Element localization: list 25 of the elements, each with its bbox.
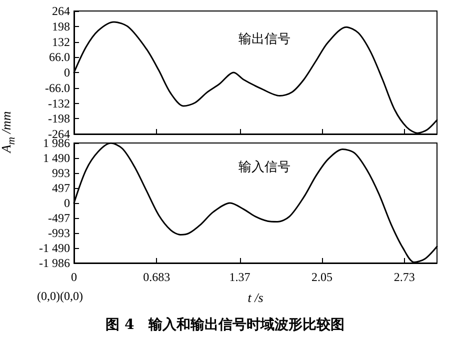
y-tick-label: -1 490: [39, 241, 70, 256]
y-tick-label: -1 986: [39, 256, 70, 270]
y-tick-label: 66.0: [49, 50, 70, 64]
x-tick-label: 2.05: [312, 270, 333, 284]
x-tick-label: 0.683: [143, 270, 170, 284]
y-tick-label: 497: [52, 180, 70, 195]
x-tick-label: 1.37: [229, 270, 250, 284]
x-axis-title: t /s: [248, 290, 264, 305]
text: 图 4 输入和输出信号时域波形比较图: [104, 316, 346, 334]
y-tick-label: 198: [52, 19, 70, 34]
y-tick-label: -993: [48, 226, 70, 240]
y-tick-label: 1 490: [43, 150, 70, 165]
y-tick-label: 0: [64, 66, 70, 80]
series-label: 输出信号: [238, 32, 290, 47]
text: (0,0)(0,0): [37, 289, 83, 304]
y-tick-label: 0: [64, 196, 70, 210]
y-tick-label: -66.0: [45, 80, 70, 95]
y-tick-label: -132: [48, 96, 70, 110]
series-label: 输入信号: [238, 160, 290, 175]
y-tick-label: 132: [52, 34, 70, 49]
y-tick-label: 264: [52, 4, 70, 18]
y-tick-label: -198: [48, 112, 70, 126]
x-tick-label: 2.73: [394, 270, 415, 284]
y-tick-label: 993: [52, 166, 70, 180]
y-tick-label: -497: [48, 211, 70, 226]
